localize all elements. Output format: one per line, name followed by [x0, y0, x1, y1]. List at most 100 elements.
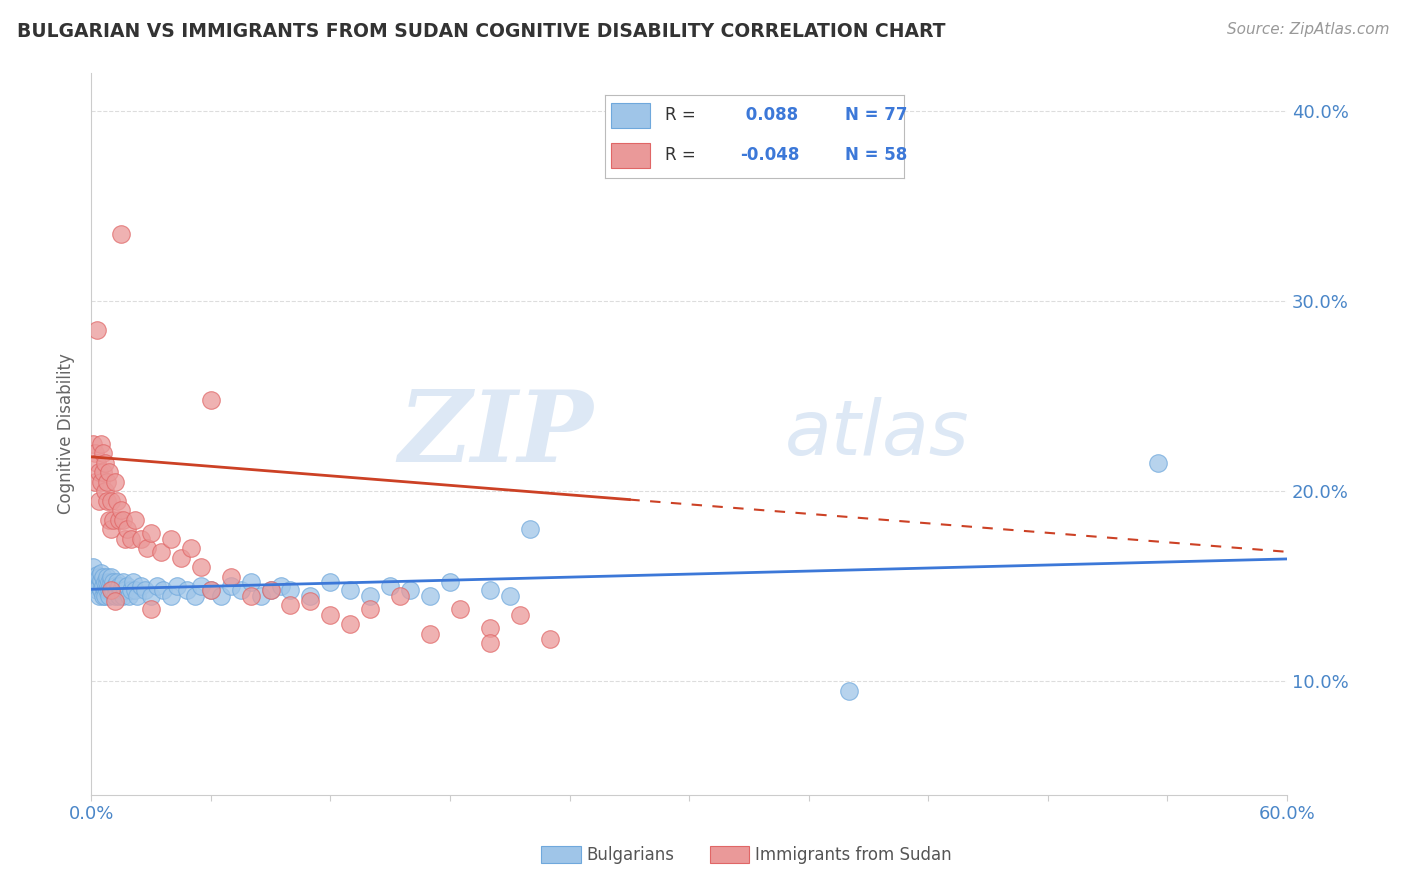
Point: [299, 594, 322, 608]
Point: [146, 579, 169, 593]
Point: [96, 475, 118, 489]
Point: [82, 436, 104, 450]
Point: [229, 582, 252, 597]
Point: [94, 582, 117, 597]
Point: [200, 392, 222, 407]
Point: [112, 575, 135, 590]
Point: [84, 446, 107, 460]
Point: [478, 621, 501, 635]
Point: [129, 532, 152, 546]
Point: [160, 589, 183, 603]
Point: [239, 575, 262, 590]
Point: [82, 560, 104, 574]
Point: [339, 582, 361, 597]
Point: [91, 579, 114, 593]
Point: [114, 532, 136, 546]
Point: [105, 493, 128, 508]
Point: [499, 589, 522, 603]
Point: [139, 525, 162, 540]
Point: [200, 582, 222, 597]
Point: [134, 582, 156, 597]
Point: [90, 566, 112, 580]
Point: [149, 545, 172, 559]
Point: [110, 582, 132, 597]
Point: [100, 582, 122, 597]
Point: [86, 577, 108, 591]
Point: [104, 579, 127, 593]
Point: [180, 541, 202, 555]
Point: [378, 579, 401, 593]
Point: [419, 589, 441, 603]
Point: [96, 493, 118, 508]
Point: [104, 589, 127, 603]
Point: [124, 512, 146, 526]
Point: [184, 589, 207, 603]
Point: [112, 512, 135, 526]
Text: Bulgarians: Bulgarians: [586, 846, 675, 863]
Point: [259, 582, 281, 597]
Point: [100, 522, 122, 536]
Point: [108, 589, 131, 603]
Point: [112, 589, 135, 603]
Text: atlas: atlas: [785, 397, 969, 471]
Point: [86, 456, 108, 470]
Point: [280, 582, 302, 597]
Point: [129, 579, 152, 593]
Point: [538, 632, 561, 647]
Point: [280, 598, 302, 612]
Point: [108, 579, 131, 593]
Point: [389, 589, 412, 603]
Point: [90, 574, 112, 588]
Point: [319, 607, 342, 622]
Point: [139, 602, 162, 616]
Point: [104, 475, 127, 489]
Point: [125, 589, 148, 603]
Point: [96, 575, 118, 590]
Point: [359, 602, 381, 616]
Point: [90, 436, 112, 450]
Point: [509, 607, 531, 622]
Point: [100, 493, 122, 508]
Point: [108, 512, 131, 526]
Point: [101, 582, 124, 597]
Point: [94, 456, 117, 470]
Point: [115, 522, 138, 536]
Point: [94, 483, 117, 498]
Point: [270, 579, 292, 593]
Point: [219, 569, 242, 583]
Point: [98, 575, 121, 590]
Point: [90, 582, 112, 597]
Point: [190, 560, 212, 574]
Point: [86, 322, 108, 336]
Text: BULGARIAN VS IMMIGRANTS FROM SUDAN COGNITIVE DISABILITY CORRELATION CHART: BULGARIAN VS IMMIGRANTS FROM SUDAN COGNI…: [17, 22, 945, 41]
Point: [249, 589, 271, 603]
Point: [110, 227, 132, 242]
Point: [136, 541, 159, 555]
Point: [124, 582, 146, 597]
Point: [94, 575, 117, 590]
Point: [86, 567, 108, 582]
Point: [86, 582, 108, 597]
Point: [176, 582, 198, 597]
Point: [101, 575, 124, 590]
Point: [120, 582, 142, 597]
Point: [339, 617, 361, 632]
Point: [200, 582, 222, 597]
Point: [122, 575, 145, 590]
Point: [94, 589, 117, 603]
Point: [239, 589, 262, 603]
Point: [100, 582, 122, 597]
Point: [100, 575, 122, 590]
Point: [90, 475, 112, 489]
Point: [114, 582, 136, 597]
Point: [115, 579, 138, 593]
Point: [209, 589, 232, 603]
Point: [319, 575, 342, 590]
Point: [91, 465, 114, 479]
Point: [89, 493, 111, 508]
Point: [120, 532, 142, 546]
Point: [166, 579, 188, 593]
Point: [170, 550, 193, 565]
Point: [84, 569, 107, 583]
Point: [519, 522, 541, 536]
